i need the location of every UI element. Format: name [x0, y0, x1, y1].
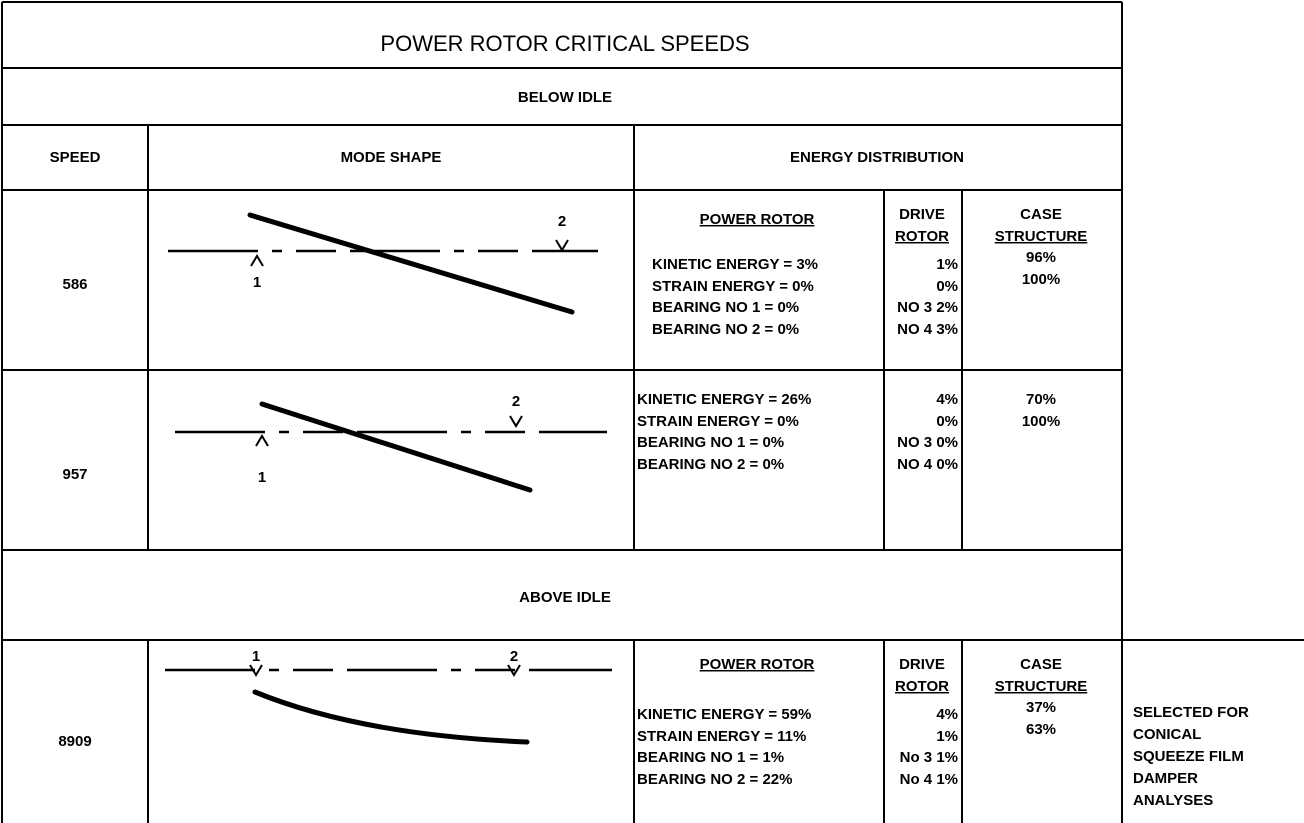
drive-value: No 3 1% — [900, 749, 958, 766]
speed: 957 — [62, 466, 87, 483]
drive-header: ROTOR — [895, 678, 949, 695]
case-value: 100% — [1022, 271, 1060, 288]
drive-header: DRIVE — [899, 656, 945, 673]
drive-value: 4% — [936, 706, 958, 723]
mode-label: 1 — [258, 469, 266, 486]
power-rotor-line: BEARING NO 1 = 1% — [637, 749, 784, 766]
drive-value: NO 3 2% — [897, 299, 958, 316]
mode-shape-drawings — [165, 212, 612, 745]
power-rotor-line: KINETIC ENERGY = 26% — [637, 391, 811, 408]
note-line: ANALYSES — [1133, 792, 1213, 809]
drive-header: ROTOR — [895, 228, 949, 245]
power-rotor-line: KINETIC ENERGY = 59% — [637, 706, 811, 723]
speed: 8909 — [58, 733, 91, 750]
drive-value: 1% — [936, 728, 958, 745]
case-value: 63% — [1026, 721, 1056, 738]
section-label: BELOW IDLE — [518, 89, 612, 106]
power-rotor-line: STRAIN ENERGY = 0% — [637, 413, 799, 430]
drive-value: 4% — [936, 391, 958, 408]
case-value: 96% — [1026, 249, 1056, 266]
mode-label: 1 — [252, 648, 260, 665]
drive-value: NO 4 0% — [897, 456, 958, 473]
title: POWER ROTOR CRITICAL SPEEDS — [380, 31, 749, 56]
power-rotor-line: BEARING NO 1 = 0% — [652, 299, 799, 316]
drive-value: NO 4 3% — [897, 321, 958, 338]
power-rotor-header: POWER ROTOR — [700, 656, 815, 673]
drive-value: 1% — [936, 256, 958, 273]
note-line: SQUEEZE FILM — [1133, 748, 1244, 765]
case-header: CASE — [1020, 656, 1062, 673]
drive-value: No 4 1% — [900, 771, 958, 788]
mode-label: 2 — [510, 648, 518, 665]
column-header: ENERGY DISTRIBUTION — [790, 149, 964, 166]
section-label: ABOVE IDLE — [519, 589, 611, 606]
drive-value: 0% — [936, 278, 958, 295]
drive-value: 0% — [936, 413, 958, 430]
drive-header: DRIVE — [899, 206, 945, 223]
mode-label: 1 — [253, 274, 261, 291]
case-value: 70% — [1026, 391, 1056, 408]
mode-label: 2 — [558, 213, 566, 230]
power-rotor-line: BEARING NO 2 = 0% — [652, 321, 799, 338]
column-header: SPEED — [50, 149, 101, 166]
power-rotor-line: BEARING NO 2 = 0% — [637, 456, 784, 473]
power-rotor-line: KINETIC ENERGY = 3% — [652, 256, 818, 273]
drive-value: NO 3 0% — [897, 434, 958, 451]
case-header: CASE — [1020, 206, 1062, 223]
power-rotor-line: BEARING NO 2 = 22% — [637, 771, 792, 788]
mode-label: 2 — [512, 393, 520, 410]
power-rotor-header: POWER ROTOR — [700, 211, 815, 228]
note-line: SELECTED FOR — [1133, 704, 1249, 721]
speed: 586 — [62, 276, 87, 293]
power-rotor-line: STRAIN ENERGY = 11% — [637, 728, 806, 745]
note-line: DAMPER — [1133, 770, 1198, 787]
note-line: CONICAL — [1133, 726, 1201, 743]
power-rotor-line: STRAIN ENERGY = 0% — [652, 278, 814, 295]
case-value: 100% — [1022, 413, 1060, 430]
power-rotor-line: BEARING NO 1 = 0% — [637, 434, 784, 451]
case-value: 37% — [1026, 699, 1056, 716]
case-header: STRUCTURE — [995, 228, 1088, 245]
column-header: MODE SHAPE — [341, 149, 442, 166]
case-header: STRUCTURE — [995, 678, 1088, 695]
